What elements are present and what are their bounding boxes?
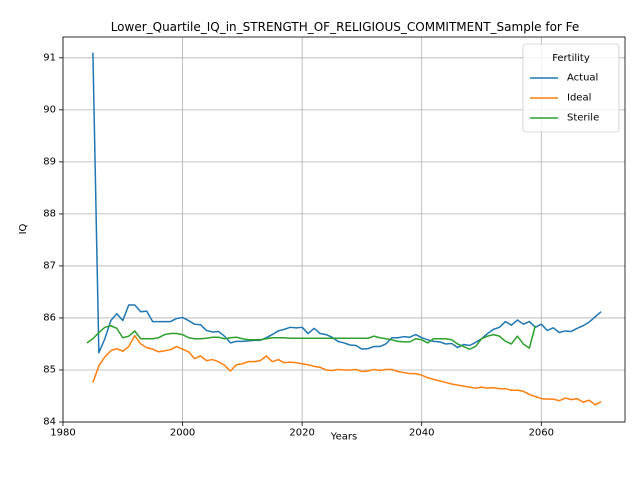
series-line-actual (92, 52, 602, 354)
legend-items: Actual Ideal Sterile (530, 73, 599, 124)
y-tick-label: 86 (43, 312, 56, 323)
legend-label-sterile: Sterile (567, 113, 599, 124)
y-tick-label: 89 (43, 156, 56, 167)
x-axis-label: Years (330, 431, 357, 442)
legend-box (522, 43, 620, 133)
y-tick-label: 91 (43, 52, 56, 63)
x-tick-label: 2060 (529, 427, 554, 438)
series-line-ideal (92, 334, 602, 406)
legend-label-actual: Actual (567, 73, 598, 84)
y-axis-label: IQ (18, 223, 29, 234)
x-axis-ticks: 1980 2000 2020 2040 2060 (50, 422, 554, 438)
x-tick-label: 1980 (50, 427, 75, 438)
y-tick-label: 87 (43, 260, 56, 271)
legend: Fertility Actual Ideal Sterile (522, 43, 620, 133)
x-tick-label: 2040 (409, 427, 434, 438)
plot-frame (62, 36, 626, 423)
y-tick-label: 85 (43, 364, 56, 375)
x-tick-label: 2000 (170, 427, 195, 438)
legend-title: Fertility (552, 53, 590, 64)
chart-title: Lower_Quartile_IQ_in_STRENGTH_OF_RELIGIO… (111, 20, 580, 34)
y-axis-ticks: 84 85 86 87 88 89 90 91 (43, 52, 63, 428)
y-tick-label: 84 (43, 417, 56, 428)
x-tick-label: 2020 (289, 427, 314, 438)
grid (62, 37, 625, 423)
series-lines (86, 52, 602, 406)
series-line-sterile (86, 325, 537, 350)
y-tick-label: 88 (43, 208, 56, 219)
legend-label-ideal: Ideal (567, 93, 591, 104)
y-tick-label: 90 (43, 104, 56, 115)
